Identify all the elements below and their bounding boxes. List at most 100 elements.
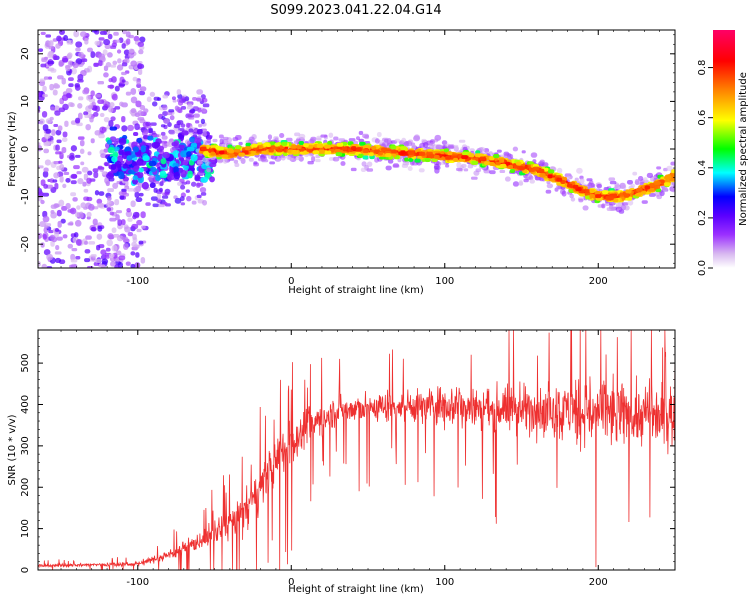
spectrogram-cell-1280 [376, 131, 382, 138]
spectrogram-cell-3133 [335, 149, 342, 154]
spectrogram-cell-2013 [539, 159, 545, 165]
spectrogram-cell-705 [196, 89, 204, 95]
spectrogram-cell-899 [152, 134, 160, 138]
spectrogram-cell-1155 [126, 155, 133, 161]
spectrogram-cell-2847 [443, 148, 449, 153]
spectrogram-cell-765 [162, 94, 169, 99]
spectrogram-cell-842 [181, 96, 186, 102]
spectrogram-cell-562 [132, 233, 137, 240]
spectrogram-cell-595 [88, 105, 94, 109]
spectrogram-cell-835 [145, 121, 151, 126]
spectrogram-cell-570 [52, 179, 58, 183]
spectrogram-cell-1844 [352, 140, 359, 145]
spectrogram-cell-3055 [318, 149, 325, 154]
spectrogram-y-tick-label: 0 [20, 146, 31, 152]
spectrogram-cell-1042 [148, 160, 157, 167]
spectrogram-cell-553 [43, 142, 50, 147]
spectrogram-cell-806 [156, 193, 162, 200]
spectrogram-cell-238 [44, 159, 51, 166]
spectrogram-cell-2746 [269, 141, 275, 146]
spectrogram-cell-649 [99, 31, 107, 35]
spectrogram-cell-518 [96, 233, 103, 240]
spectrogram-cell-1659 [475, 168, 482, 173]
spectrogram-cell-373 [70, 259, 78, 263]
spectrogram-cell-1886 [205, 159, 210, 166]
colorbar: 0.0 0.2 0.4 0.6 0.8 Normalized spectral ampl… [697, 30, 749, 276]
spectrogram-cell-2 [120, 219, 126, 226]
spectrogram-cell-541 [109, 217, 117, 222]
spectrogram-marks [38, 30, 680, 268]
spectrogram-cell-719 [174, 197, 182, 204]
spectrogram-cell-1353 [311, 156, 316, 162]
snr-frame [37, 329, 676, 571]
spectrogram-cell-1935 [648, 193, 656, 197]
spectrogram-cell-557 [86, 196, 93, 202]
spectrogram-cell-494 [94, 40, 100, 46]
spectrogram-cell-504 [137, 63, 143, 70]
spectrogram-cell-3176 [452, 157, 459, 162]
spectrogram-cell-3116 [324, 144, 331, 149]
spectrogram-cell-1083 [150, 166, 157, 173]
spectrogram-cell-88 [125, 210, 133, 218]
spectrogram-cell-2003 [374, 138, 380, 144]
spectrogram-cell-188 [107, 188, 115, 193]
spectrogram-cell-691 [177, 93, 183, 100]
spectrogram-cell-3211 [664, 175, 672, 180]
snr-y-tick-label: 200 [20, 478, 31, 497]
spectrogram-cell-1516 [675, 181, 680, 184]
spectrogram-cell-453 [107, 233, 114, 240]
spectrogram-cell-3248 [584, 189, 590, 194]
spectrogram-cell-107 [135, 252, 140, 258]
snr-x-label: Height of straight line (km) [288, 584, 424, 595]
spectrogram-cell-977 [178, 144, 185, 149]
spectrogram-cell-355 [99, 112, 105, 118]
spectrogram-cell-356 [116, 49, 122, 54]
spectrogram-cell-893 [151, 101, 158, 107]
spectrogram-cell-3084 [509, 169, 515, 174]
spectrogram-cell-357 [84, 37, 89, 45]
spectrogram-cell-480 [53, 172, 60, 179]
spectrogram-cell-1591 [348, 138, 356, 142]
spectrogram-cell-3236 [493, 154, 500, 159]
spectrogram-cell-390 [38, 90, 42, 97]
spectrogram-cell-247 [75, 47, 81, 52]
spectrogram-cell-520 [61, 94, 69, 101]
spectrogram-cell-1960 [546, 180, 551, 185]
spectrogram-cell-36 [140, 257, 146, 264]
spectrogram-cell-611 [58, 107, 66, 113]
spectrogram-cell-1910 [280, 155, 286, 161]
spectrogram-cell-203 [84, 258, 91, 263]
spectrogram-cell-636 [115, 214, 120, 221]
spectrogram-cell-1473 [366, 161, 373, 167]
spectrogram-cell-1859 [452, 144, 459, 148]
colorbar-gradient [713, 30, 735, 268]
spectrogram-cell-582 [58, 30, 65, 35]
spectrogram-x-label: Height of straight line (km) [288, 285, 424, 296]
spectrogram-cell-291 [40, 31, 46, 35]
spectrogram-cell-460 [63, 35, 68, 42]
spectrogram-cell-322 [49, 83, 55, 91]
spectrogram-cell-80 [121, 71, 127, 76]
spectrogram-cell-3206 [428, 154, 435, 159]
spectrogram-cell-437 [79, 139, 85, 147]
spectrogram-cell-472 [38, 165, 44, 169]
spectrogram-cell-3250 [221, 154, 229, 159]
spectrogram-cell-534 [80, 202, 87, 209]
spectrogram-cell-3089 [298, 140, 305, 145]
spectrogram-cell-1094 [114, 160, 122, 169]
spectrogram-cell-430 [127, 231, 134, 237]
spectrogram-cell-509 [40, 199, 45, 205]
spectrogram-cell-375 [118, 83, 126, 87]
spectrogram-cell-897 [189, 109, 195, 113]
spectrogram-cell-86 [68, 77, 74, 82]
spectrogram-cell-267 [68, 155, 75, 161]
spectrogram-cell-44 [62, 183, 67, 189]
spectrogram-y-label: Frequency (Hz) [7, 111, 18, 187]
spectrogram-cell-411 [121, 236, 128, 241]
spectrogram-cell-3196 [471, 160, 479, 165]
spectrogram-cell-1152 [124, 151, 132, 156]
spectrogram-cell-641 [77, 73, 84, 81]
spectrogram-cell-3239 [358, 153, 364, 158]
spectrogram-cell-204 [124, 226, 131, 233]
